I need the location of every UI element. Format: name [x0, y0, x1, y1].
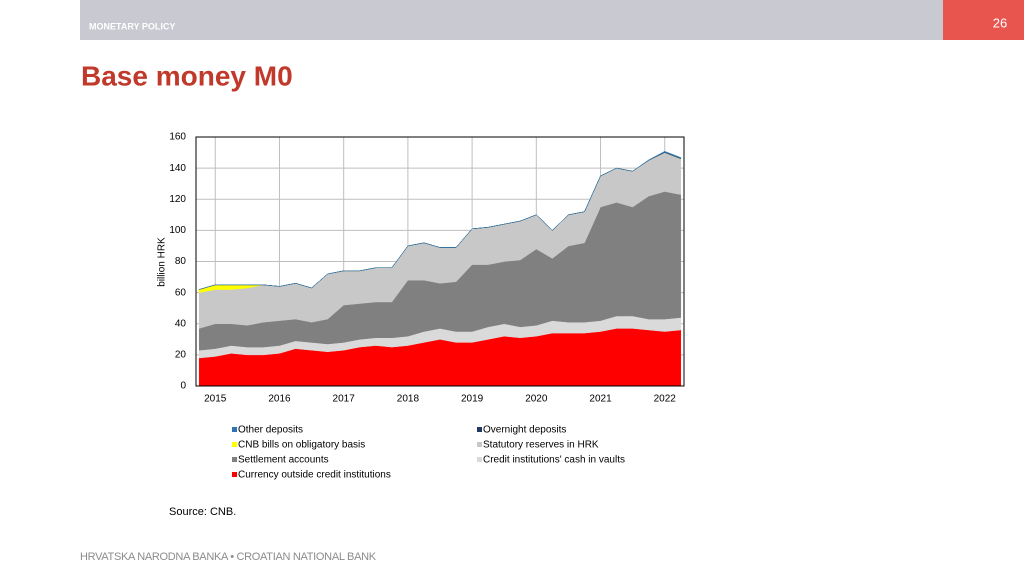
legend-label: Overnight deposits	[483, 425, 566, 436]
x-tick-label: 2016	[268, 394, 291, 405]
area-series	[199, 151, 682, 290]
legend-swatch	[232, 442, 237, 447]
footer: HRVATSKA NARODNA BANKA • CROATIAN NATION…	[80, 551, 377, 563]
y-tick-label: 140	[169, 163, 186, 174]
source-note: Source: CNB.	[169, 506, 236, 518]
y-tick-label: 20	[175, 350, 187, 361]
header-band	[80, 0, 943, 40]
legend-swatch	[477, 427, 482, 432]
x-tick-label: 2019	[461, 394, 484, 405]
y-axis-label: billion HRK	[157, 237, 168, 287]
y-tick-label: 60	[175, 287, 187, 298]
legend: Other deposits Overnight deposits CNB bill…	[232, 425, 625, 481]
y-tick-label: 80	[175, 256, 187, 267]
legend-swatch	[232, 457, 237, 462]
y-tick-label: 40	[175, 318, 187, 329]
x-tick-label: 2017	[333, 394, 356, 405]
page-number-box	[943, 0, 1024, 40]
legend-label: CNB bills on obligatory basis	[238, 440, 365, 451]
section-label: MONETARY POLICY	[89, 21, 175, 31]
y-tick-label: 100	[169, 225, 186, 236]
x-tick-label: 2020	[525, 394, 548, 405]
legend-label: Currency outside credit institutions	[238, 470, 391, 481]
plot: 0 20 40 60 80 100 120 140 160 2015 2016 2017 2018 201…	[169, 132, 684, 405]
legend-swatch	[232, 472, 237, 477]
legend-swatch	[477, 457, 482, 462]
legend-label: Other deposits	[238, 425, 303, 436]
x-tick-label: 2021	[589, 394, 612, 405]
legend-label: Statutory reserves in HRK	[483, 440, 599, 451]
page-number: 26	[993, 15, 1007, 30]
slide-title: Base money M0	[81, 60, 293, 91]
x-tick-label: 2022	[654, 394, 677, 405]
legend-swatch	[232, 427, 237, 432]
y-tick-label: 0	[180, 381, 186, 392]
y-tick-label: 160	[169, 132, 186, 143]
x-tick-label: 2018	[397, 394, 420, 405]
y-tick-label: 120	[169, 194, 186, 205]
plot-frame	[195, 136, 685, 387]
x-tick-label: 2015	[204, 394, 227, 405]
legend-swatch	[477, 442, 482, 447]
legend-label: Settlement accounts	[238, 455, 329, 466]
legend-label: Credit institutions' cash in vaults	[483, 455, 625, 466]
